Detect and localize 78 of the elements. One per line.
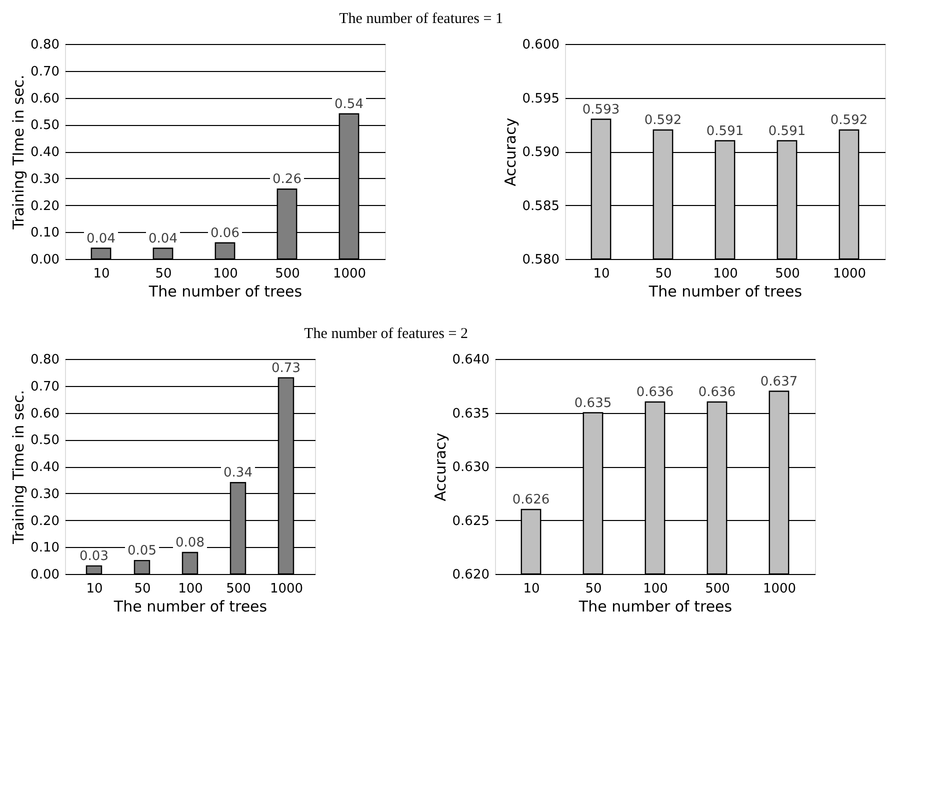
y-tick-label: 0.00 (30, 568, 60, 582)
data-label: 0.636 (698, 385, 736, 400)
x-tick-label: 10 (86, 582, 103, 596)
x-tick-label: 100 (178, 582, 203, 596)
y-tick-label: 0.30 (30, 172, 60, 187)
y-tick-label: 0.20 (30, 198, 60, 214)
x-tick-label: 500 (275, 266, 300, 282)
data-label: 0.04 (148, 231, 178, 246)
data-label: 0.592 (644, 113, 682, 128)
x-tick-label: 100 (643, 582, 668, 596)
data-label: 0.591 (706, 124, 744, 139)
data-label: 0.593 (582, 102, 620, 118)
x-tick-label: 500 (226, 582, 251, 596)
y-tick-label: 0.10 (30, 226, 60, 241)
y-axis-title: Training Time in sec. (10, 390, 28, 545)
x-axis-title: The number of trees (148, 282, 302, 300)
y-axis-title: Accuracy (501, 118, 520, 186)
data-label: 0.34 (224, 466, 252, 481)
text: The number of features = 1 (339, 11, 503, 27)
data-label: 0.592 (830, 113, 868, 128)
y-tick-label: 0.640 (452, 352, 490, 368)
x-tick-label: 1000 (270, 582, 304, 596)
x-tick-label: 50 (134, 582, 151, 596)
y-tick-label: 0.580 (522, 252, 560, 268)
x-tick-label: 100 (713, 266, 738, 282)
y-tick-label: 0.50 (30, 118, 60, 134)
x-axis-title: The number of trees (112, 598, 268, 616)
data-label: 0.73 (272, 360, 300, 376)
data-label: 0.26 (272, 172, 302, 188)
y-tick-label: 0.630 (452, 460, 490, 475)
data-label: 0.636 (636, 385, 674, 400)
x-tick-label: 10 (593, 266, 610, 282)
y-tick-label: 0.60 (30, 91, 60, 106)
x-tick-label: 50 (655, 266, 672, 282)
data-label: 0.626 (512, 492, 550, 508)
y-tick-label: 0.10 (30, 540, 60, 556)
x-tick-label: 500 (775, 266, 800, 282)
y-tick-label: 0.80 (30, 352, 60, 368)
text: The number of features = 2 (304, 326, 468, 342)
x-tick-label: 1000 (762, 582, 796, 596)
x-tick-label: 50 (155, 266, 172, 282)
y-tick-label: 0.70 (30, 379, 60, 394)
y-tick-label: 0.20 (30, 514, 60, 529)
x-tick-label: 10 (523, 582, 540, 596)
y-axis-title: Training TIme in sec. (10, 74, 28, 230)
y-tick-label: 0.70 (30, 64, 60, 80)
x-axis-title: The number of trees (648, 282, 802, 300)
x-axis-title: The number of trees (578, 598, 732, 616)
y-tick-label: 0.590 (522, 145, 560, 160)
data-label: 0.03 (80, 548, 108, 564)
y-tick-label: 0.600 (522, 38, 560, 52)
y-tick-label: 0.00 (30, 252, 60, 268)
y-tick-label: 0.50 (30, 433, 60, 448)
y-tick-label: 0.595 (522, 91, 560, 106)
y-tick-label: 0.80 (30, 38, 60, 52)
data-label: 0.06 (210, 226, 240, 241)
y-axis-title: Accuracy (431, 432, 450, 502)
x-tick-label: 10 (93, 266, 110, 282)
y-tick-label: 0.30 (30, 486, 60, 502)
data-label: 0.635 (574, 396, 612, 411)
data-label: 0.05 (128, 544, 156, 559)
y-tick-label: 0.625 (452, 514, 490, 529)
x-tick-label: 500 (705, 582, 730, 596)
y-tick-label: 0.620 (452, 568, 490, 582)
y-tick-label: 0.60 (30, 406, 60, 422)
y-tick-label: 0.40 (30, 460, 60, 475)
y-tick-label: 0.585 (522, 198, 560, 214)
y-tick-label: 0.635 (452, 406, 490, 422)
x-tick-label: 50 (585, 582, 602, 596)
data-label: 0.04 (86, 231, 116, 246)
data-label: 0.08 (176, 536, 204, 550)
y-tick-label: 0.40 (30, 145, 60, 160)
data-label: 0.591 (768, 124, 806, 139)
x-tick-label: 1000 (832, 266, 866, 282)
data-label: 0.54 (334, 96, 364, 112)
data-label: 0.637 (760, 374, 798, 390)
x-tick-label: 100 (213, 266, 238, 282)
x-tick-label: 1000 (332, 266, 366, 282)
